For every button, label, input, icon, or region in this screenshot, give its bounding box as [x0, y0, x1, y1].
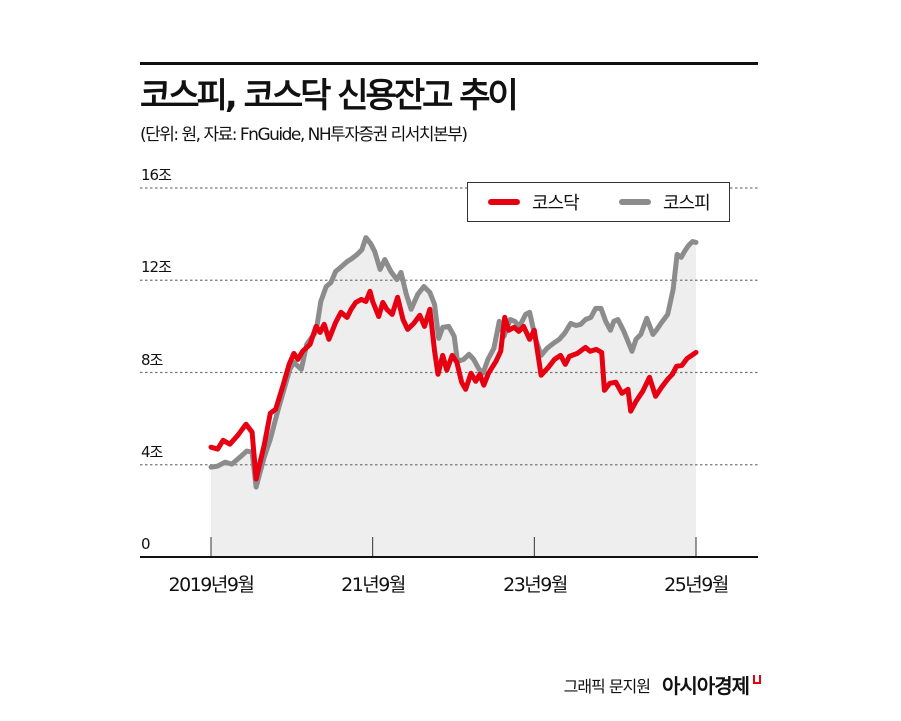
chart-legend: 코스닥 코스피 [467, 182, 730, 222]
legend-swatch-kosdaq [488, 199, 520, 205]
y-tick-label-8: 8조 [141, 351, 163, 369]
legend-item-kospi: 코스피 [619, 183, 711, 221]
legend-item-kosdaq: 코스닥 [488, 183, 580, 221]
x-tick-label-2021-09: 21년9월 [341, 574, 406, 596]
brand-mark-icon [753, 675, 761, 684]
chart-title: 코스피, 코스닥 신용잔고 추이 [140, 76, 519, 116]
graphic-credit: 그래픽 문지원 [563, 676, 651, 696]
chart-subtitle: (단위: 원, 자료: FnGuide, NH투자증권 리서치본부) [140, 125, 468, 145]
top-rule [140, 62, 758, 65]
kospi-area-fill [211, 237, 696, 557]
x-tick-label-2019-09: 2019년9월 [168, 574, 255, 596]
legend-label-kosdaq: 코스닥 [532, 193, 580, 214]
legend-label-kospi: 코스피 [663, 193, 711, 214]
kosdaq-line [208, 288, 699, 482]
legend-swatch-kospi [619, 199, 651, 205]
y-tick-label-0: 0 [141, 535, 150, 553]
brand-logo-text: 아시아경제 [662, 674, 750, 698]
footer: 그래픽 문지원 아시아경제 [564, 670, 761, 699]
y-tick-label-12: 12조 [141, 258, 172, 276]
x-tick-label-2023-09: 23년9월 [503, 574, 568, 596]
y-tick-label-4: 4조 [141, 443, 163, 461]
y-tick-label-16: 16조 [141, 166, 172, 184]
x-tick-label-2025-09: 25년9월 [664, 574, 729, 596]
